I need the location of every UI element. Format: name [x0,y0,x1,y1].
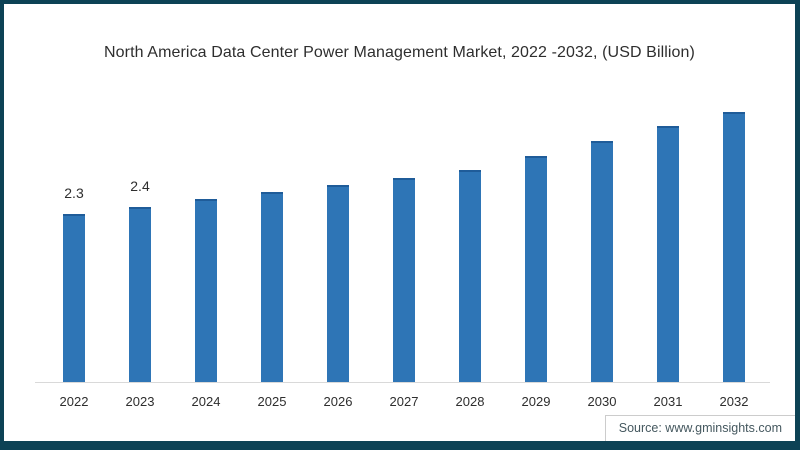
x-axis-label-2032: 2032 [719,394,749,409]
source-attribution: Source: www.gminsights.com [618,421,782,435]
x-axis-label-2027: 2027 [389,394,419,409]
x-axis-label-2031: 2031 [653,394,683,409]
chart-title: North America Data Center Power Manageme… [104,44,695,61]
x-axis-label-2028: 2028 [455,394,485,409]
bar-2026 [327,185,349,382]
bar-2027 [393,178,415,382]
source-box: Source: www.gminsights.com [604,415,795,441]
bar-2023 [129,207,151,382]
x-axis-label-2030: 2030 [587,394,617,409]
x-axis-label-2029: 2029 [521,394,551,409]
x-axis-label-2022: 2022 [59,394,89,409]
plot-area: 2.3 2.4 [35,104,770,383]
bar-2029 [525,156,547,382]
x-axis-label-2024: 2024 [191,394,221,409]
bar-2024 [195,199,217,382]
bar-2031 [657,126,679,382]
bar-2025 [261,192,283,382]
bar-value-label-2022: 2.3 [64,185,84,201]
bar-value-label-2023: 2.4 [130,178,150,194]
x-axis-labels: 2022 2023 2024 2025 2026 2027 2028 2029 2030 2031… [35,394,770,412]
bar-2030 [591,141,613,382]
x-axis-label-2023: 2023 [125,394,155,409]
x-axis-label-2026: 2026 [323,394,353,409]
bar-2022 [63,214,85,382]
bar-2028 [459,170,481,382]
bar-2032 [723,112,745,382]
x-axis-label-2025: 2025 [257,394,287,409]
